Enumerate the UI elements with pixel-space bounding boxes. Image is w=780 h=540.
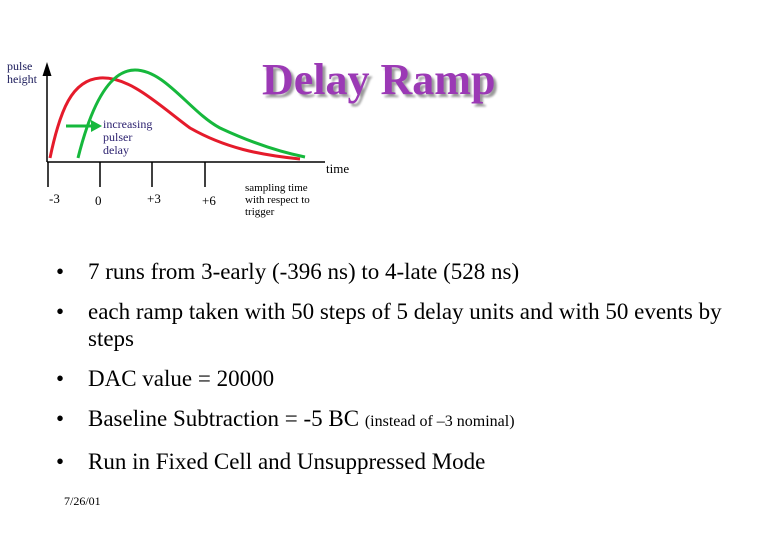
bullet-text: 7 runs from 3-early (-396 ns) to 4-late …	[88, 259, 520, 284]
tick-label: +6	[202, 193, 216, 208]
early-pulse-curve	[48, 76, 301, 161]
x-axis-label: time	[326, 161, 350, 176]
tick-label: 0	[95, 193, 102, 208]
delay-label-line: increasing	[103, 117, 153, 131]
bullet-item: each ramp taken with 50 steps of 5 delay…	[55, 298, 765, 352]
delay-label: increasing pulser delay	[103, 118, 173, 157]
y-axis-label-line: pulse	[7, 59, 33, 73]
bullet-text: DAC value = 20000	[88, 366, 275, 391]
delay-arrow-head	[91, 120, 102, 132]
late-pulse-curve	[76, 68, 306, 159]
tick-label: -3	[49, 191, 60, 206]
sampling-label-line: sampling time	[245, 182, 308, 194]
slide-title: Delay Ramp	[262, 55, 496, 104]
sampling-label-line: trigger	[245, 206, 275, 218]
bullet-list: 7 runs from 3-early (-396 ns) to 4-late …	[55, 258, 765, 488]
y-axis-arrowhead	[42, 62, 52, 76]
bullet-text: each ramp taken with 50 steps of 5 delay…	[88, 299, 722, 351]
y-axis-label: pulse height	[7, 60, 47, 86]
bullet-item: DAC value = 20000	[55, 365, 765, 392]
bullet-text: Run in Fixed Cell and Unsuppressed Mode	[88, 449, 486, 474]
sampling-label-line: with respect to	[245, 194, 310, 206]
delay-label-line: pulser	[103, 130, 133, 144]
sampling-time-label: sampling time with respect to trigger	[245, 182, 335, 218]
bullet-item: Baseline Subtraction = -5 BC (instead of…	[55, 405, 765, 435]
bullet-note: (instead of –3 nominal)	[364, 413, 515, 430]
y-axis-label-line: height	[7, 72, 37, 86]
bullet-item: 7 runs from 3-early (-396 ns) to 4-late …	[55, 258, 765, 285]
footer-date: 7/26/01	[64, 494, 101, 508]
delay-ramp-diagram	[42, 62, 325, 187]
bullet-text: Baseline Subtraction = -5 BC	[88, 406, 365, 431]
tick-label: +3	[147, 191, 161, 206]
delay-label-line: delay	[103, 143, 129, 157]
bullet-item: Run in Fixed Cell and Unsuppressed Mode	[55, 448, 765, 475]
